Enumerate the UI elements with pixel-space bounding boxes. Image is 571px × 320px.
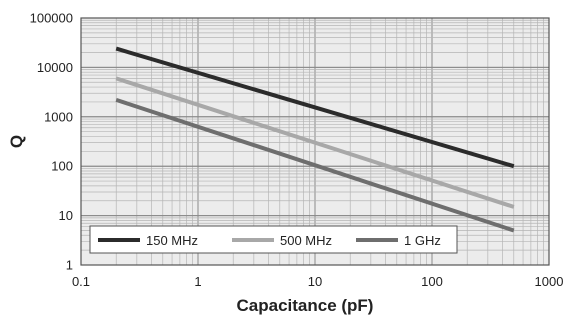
x-axis-label: Capacitance (pF): [237, 296, 374, 315]
y-tick-label: 10: [59, 208, 73, 223]
legend-label-0: 150 MHz: [146, 233, 198, 248]
y-tick-label: 10000: [37, 60, 73, 75]
y-tick-labels: 1 10 100 1000 10000 100000: [30, 11, 73, 273]
x-tick-labels: 0.1 1 10 100 1000: [72, 274, 564, 289]
y-tick-label: 100000: [30, 11, 73, 26]
x-tick-label: 0.1: [72, 274, 90, 289]
series-group: [115, 46, 515, 233]
series-line-2: [115, 97, 515, 233]
grid: [80, 17, 550, 266]
series-line-0: [115, 46, 515, 169]
y-axis-label: Q: [7, 135, 26, 148]
x-tick-label: 1: [194, 274, 201, 289]
x-tick-label: 10: [308, 274, 322, 289]
legend-label-1: 500 MHz: [280, 233, 332, 248]
series-line-1: [115, 76, 515, 209]
y-tick-label: 1000: [44, 109, 73, 124]
x-tick-label: 1000: [535, 274, 564, 289]
plot-border: [80, 17, 550, 266]
y-tick-label: 1: [66, 258, 73, 273]
legend: 150 MHz 500 MHz 1 GHz: [89, 225, 458, 254]
x-tick-label: 100: [421, 274, 443, 289]
legend-label-2: 1 GHz: [404, 233, 441, 248]
y-tick-label: 100: [51, 159, 73, 174]
